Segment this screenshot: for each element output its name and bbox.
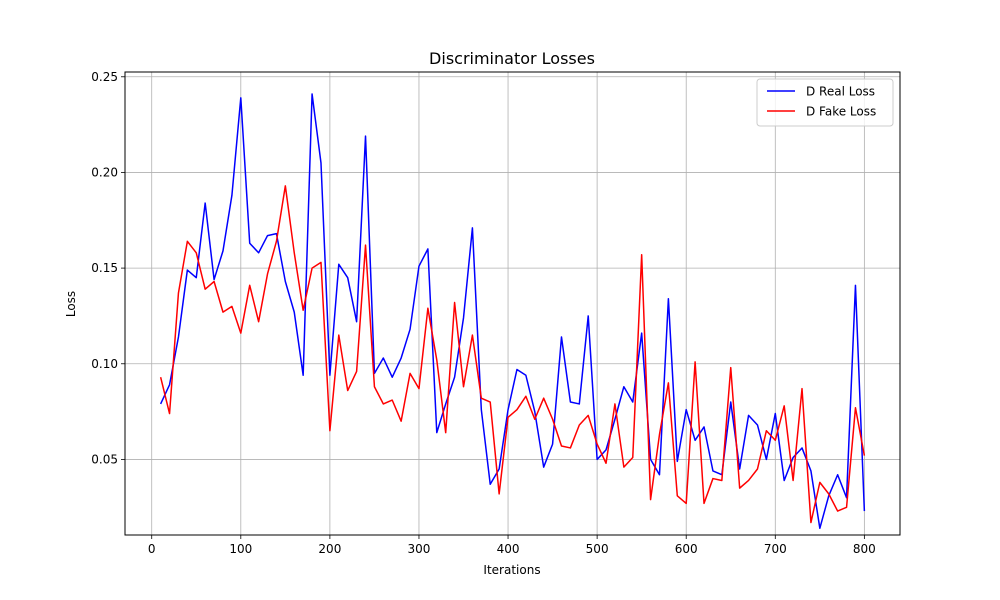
legend-label-d-fake-loss: D Fake Loss [806,105,876,119]
y-tick-label: 0.10 [91,357,118,371]
legend-label-d-real-loss: D Real Loss [806,85,875,99]
legend: D Real Loss D Fake Loss [756,78,894,127]
series-layer [159,93,866,530]
x-tick-label: 100 [229,542,252,556]
y-tick-label: 0.05 [91,452,118,466]
x-tick-label: 0 [148,542,156,556]
y-tick-label: 0.25 [91,70,118,84]
x-axis-ticks: 0 100 200 300 400 500 600 700 800 [148,535,876,556]
y-tick-label: 0.15 [91,261,118,275]
series-line-d-fake-loss [159,185,866,524]
x-tick-label: 800 [853,542,876,556]
x-tick-label: 400 [497,542,520,556]
x-tick-label: 500 [586,542,609,556]
y-axis-label: Loss [64,291,78,317]
x-tick-label: 700 [764,542,787,556]
x-tick-label: 600 [675,542,698,556]
x-axis-label: Iterations [483,563,540,577]
grid-lines [125,72,900,535]
x-tick-label: 200 [318,542,341,556]
x-tick-label: 300 [408,542,431,556]
plot-area-frame [124,71,901,536]
chart-title: Discriminator Losses [429,49,595,68]
y-tick-label: 0.20 [91,165,118,179]
y-axis-ticks: 0.05 0.10 0.15 0.20 0.25 [91,70,125,466]
series-line-d-real-loss [159,93,866,530]
